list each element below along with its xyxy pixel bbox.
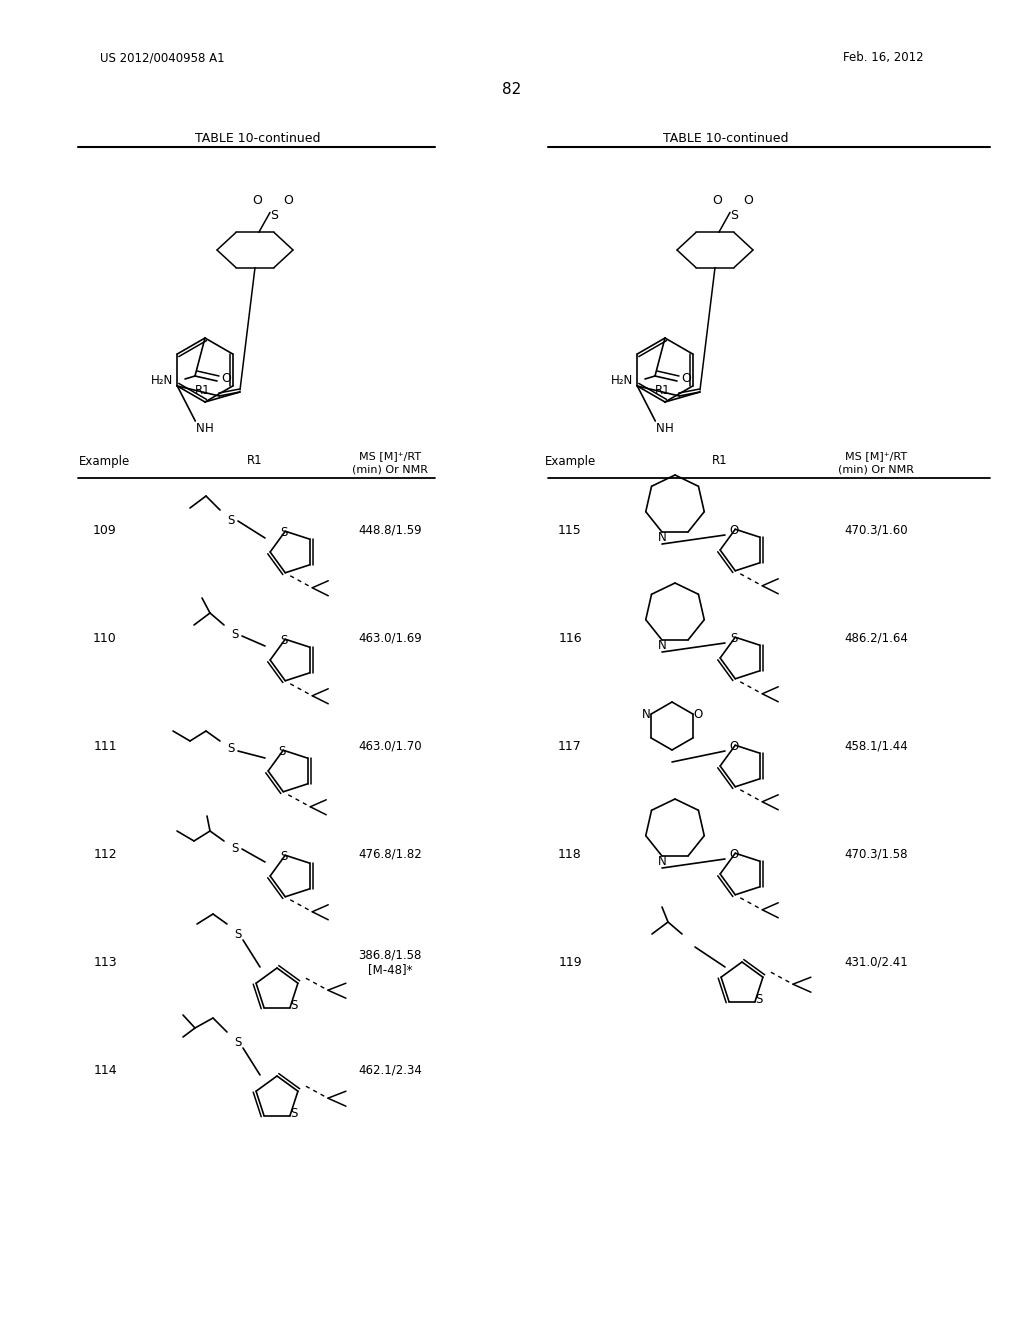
Text: US 2012/0040958 A1: US 2012/0040958 A1 (100, 51, 224, 65)
Text: Example: Example (545, 454, 596, 467)
Text: R1: R1 (196, 384, 211, 397)
Text: O: O (743, 194, 753, 207)
Text: 386.8/1.58
[M-48]*: 386.8/1.58 [M-48]* (358, 948, 422, 975)
Text: 112: 112 (93, 847, 117, 861)
Text: S: S (730, 209, 738, 222)
Text: S: S (231, 842, 239, 854)
Text: 470.3/1.60: 470.3/1.60 (844, 524, 908, 536)
Text: O: O (712, 194, 722, 207)
Text: 110: 110 (93, 631, 117, 644)
Text: Example: Example (80, 454, 131, 467)
Text: O: O (221, 372, 231, 385)
Text: R1: R1 (247, 454, 263, 467)
Text: O: O (283, 194, 293, 207)
Text: S: S (281, 525, 288, 539)
Text: H₂N: H₂N (151, 375, 173, 388)
Text: 118: 118 (558, 847, 582, 861)
Text: 448.8/1.59: 448.8/1.59 (358, 524, 422, 536)
Text: MS [M]⁺/RT: MS [M]⁺/RT (359, 451, 421, 461)
Text: N: N (642, 708, 650, 721)
Text: O: O (730, 847, 739, 861)
Text: Feb. 16, 2012: Feb. 16, 2012 (844, 51, 924, 65)
Text: S: S (730, 632, 738, 644)
Text: H: H (205, 422, 214, 436)
Text: S: S (281, 634, 288, 647)
Text: S: S (270, 209, 278, 222)
Text: 111: 111 (93, 739, 117, 752)
Text: TABLE 10-continued: TABLE 10-continued (664, 132, 788, 144)
Text: O: O (730, 739, 739, 752)
Text: O: O (693, 708, 702, 721)
Text: O: O (730, 524, 739, 537)
Text: (min) Or NMR: (min) Or NMR (352, 465, 428, 474)
Text: S: S (290, 999, 298, 1012)
Text: (min) Or NMR: (min) Or NMR (838, 465, 914, 474)
Text: S: S (279, 744, 286, 758)
Text: 463.0/1.70: 463.0/1.70 (358, 739, 422, 752)
Text: R1: R1 (655, 384, 671, 397)
Text: N: N (657, 639, 667, 652)
Text: S: S (290, 1107, 298, 1121)
Text: 476.8/1.82: 476.8/1.82 (358, 847, 422, 861)
Text: 117: 117 (558, 739, 582, 752)
Text: S: S (227, 513, 234, 527)
Text: 486.2/1.64: 486.2/1.64 (844, 631, 908, 644)
Text: 458.1/1.44: 458.1/1.44 (844, 739, 908, 752)
Text: 462.1/2.34: 462.1/2.34 (358, 1064, 422, 1077)
Text: H₂N: H₂N (610, 375, 633, 388)
Text: R1: R1 (712, 454, 728, 467)
Text: O: O (681, 372, 691, 385)
Text: S: S (227, 742, 234, 755)
Text: 115: 115 (558, 524, 582, 536)
Text: 470.3/1.58: 470.3/1.58 (844, 847, 907, 861)
Text: N: N (657, 531, 667, 544)
Text: MS [M]⁺/RT: MS [M]⁺/RT (845, 451, 907, 461)
Text: S: S (231, 628, 239, 642)
Text: 116: 116 (558, 631, 582, 644)
Text: H: H (665, 422, 674, 436)
Text: S: S (281, 850, 288, 863)
Text: O: O (252, 194, 262, 207)
Text: 114: 114 (93, 1064, 117, 1077)
Text: S: S (756, 993, 763, 1006)
Text: N: N (656, 422, 665, 436)
Text: 431.0/2.41: 431.0/2.41 (844, 956, 908, 969)
Text: 109: 109 (93, 524, 117, 536)
Text: 113: 113 (93, 956, 117, 969)
Text: N: N (657, 854, 667, 867)
Text: 119: 119 (558, 956, 582, 969)
Text: S: S (234, 1035, 242, 1048)
Text: 463.0/1.69: 463.0/1.69 (358, 631, 422, 644)
Text: N: N (196, 422, 205, 436)
Text: TABLE 10-continued: TABLE 10-continued (196, 132, 321, 144)
Text: S: S (234, 928, 242, 940)
Text: 82: 82 (503, 82, 521, 98)
